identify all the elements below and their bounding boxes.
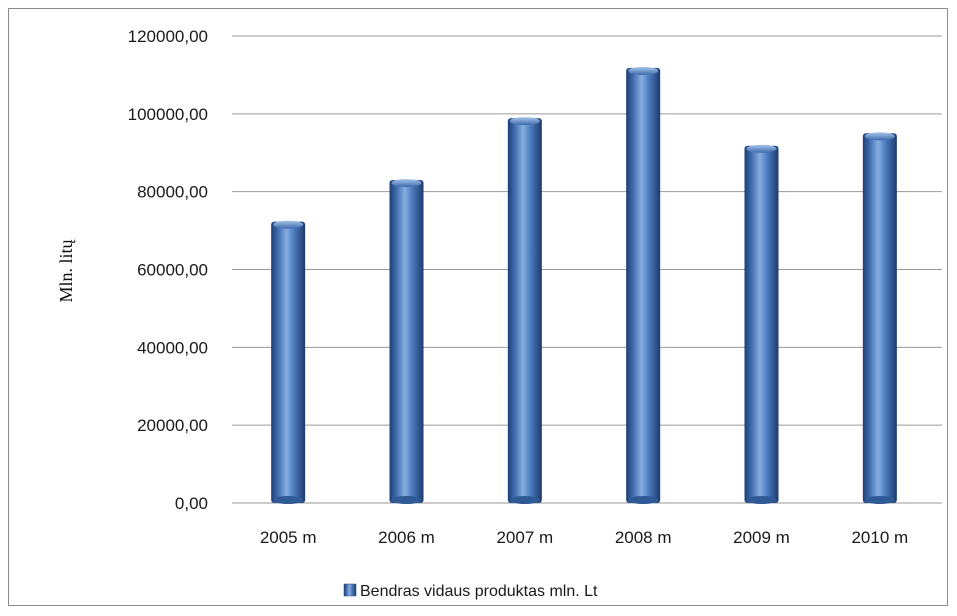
bar-base: [273, 496, 304, 504]
bar: [271, 220, 306, 504]
y-tick-label: 0,00: [175, 494, 208, 513]
y-tick-label: 20000,00: [137, 416, 208, 435]
bar-base: [509, 496, 540, 504]
chart-frame: [8, 8, 948, 606]
bars: [271, 66, 897, 504]
bar: [389, 178, 424, 504]
y-tick-label: 80000,00: [137, 183, 208, 202]
x-tick-label: 2010 m: [851, 528, 908, 547]
legend-label: Bendras vidaus produktas mln. Lt: [360, 583, 598, 600]
bar-cap: [273, 220, 304, 229]
bar-body: [271, 221, 306, 503]
bar: [626, 66, 661, 504]
y-tick-label: 100000,00: [128, 105, 208, 124]
bar-cap: [864, 132, 895, 141]
x-axis-ticks: 2005 m 2006 m 2007 m 2008 m 2009 m 2010 m: [260, 528, 908, 547]
gridlines: [232, 35, 942, 504]
bar-body: [507, 118, 542, 503]
legend: Bendras vidaus produktas mln. Lt: [343, 583, 598, 600]
y-tick-label: 40000,00: [137, 338, 208, 357]
legend-swatch: [343, 583, 357, 597]
bar-base: [746, 496, 777, 504]
bar-cap: [746, 144, 777, 153]
bar-cap: [628, 66, 659, 75]
bar-body: [389, 179, 424, 503]
y-axis-ticks: 0,00 20000,00 40000,00 60000,00 80000,00 1000…: [128, 27, 208, 513]
bar-body: [626, 67, 661, 503]
bar-cap: [509, 117, 540, 126]
bar-base: [864, 496, 895, 504]
bar-base: [628, 496, 659, 504]
x-tick-label: 2008 m: [615, 528, 672, 547]
bar: [862, 132, 897, 504]
bar: [744, 144, 779, 504]
x-tick-label: 2005 m: [260, 528, 317, 547]
bar: [507, 117, 542, 504]
bar-body: [862, 133, 897, 503]
x-tick-label: 2006 m: [378, 528, 435, 547]
bar-cap: [391, 178, 422, 187]
bar-body: [744, 145, 779, 503]
x-tick-label: 2009 m: [733, 528, 790, 547]
bar-base: [391, 496, 422, 504]
y-axis-label: Mln. litų: [56, 238, 76, 302]
y-tick-label: 60000,00: [137, 261, 208, 280]
x-tick-label: 2007 m: [496, 528, 553, 547]
y-tick-label: 120000,00: [128, 27, 208, 46]
